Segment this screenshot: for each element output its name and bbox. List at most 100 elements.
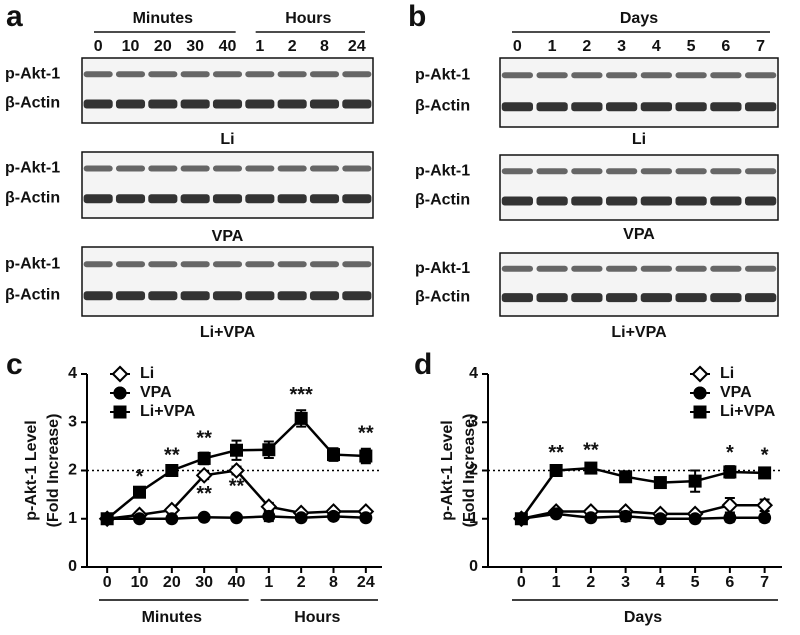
blot-band bbox=[245, 261, 275, 268]
lane-label: 3 bbox=[617, 38, 626, 55]
blot-band bbox=[710, 265, 742, 272]
marker bbox=[691, 365, 709, 383]
blot-band bbox=[277, 165, 307, 172]
marker bbox=[195, 466, 213, 484]
blot-band bbox=[83, 194, 113, 204]
blot-row-label: p-Akt-1 bbox=[5, 160, 60, 177]
blot-band bbox=[536, 168, 568, 175]
marker bbox=[262, 443, 276, 457]
x-tick-label: 1 bbox=[552, 574, 561, 591]
marker bbox=[262, 509, 276, 523]
blot-band bbox=[744, 265, 777, 272]
marker bbox=[113, 386, 127, 400]
blot-band bbox=[277, 71, 307, 78]
significance: ** bbox=[358, 423, 374, 445]
marker bbox=[197, 451, 211, 465]
lane-label: 2 bbox=[582, 38, 591, 55]
y-tick-label: 2 bbox=[68, 462, 77, 479]
marker bbox=[197, 510, 211, 524]
y-axis-label: p-Akt-1 Level bbox=[23, 420, 40, 520]
blot-band bbox=[309, 194, 340, 204]
group-label: Days bbox=[620, 10, 658, 27]
marker bbox=[688, 512, 702, 526]
blot-band bbox=[342, 291, 372, 301]
marker bbox=[693, 405, 707, 419]
blot-box bbox=[499, 57, 779, 128]
blot-band bbox=[605, 168, 638, 175]
legend-label: Li+VPA bbox=[720, 403, 776, 420]
group-label: Minutes bbox=[133, 10, 194, 27]
blot-band bbox=[148, 261, 178, 268]
marker bbox=[327, 448, 340, 462]
blot-box bbox=[499, 154, 779, 221]
marker bbox=[113, 405, 127, 419]
blot-band bbox=[536, 72, 568, 79]
blot-band bbox=[180, 291, 210, 301]
blot-band bbox=[640, 196, 673, 206]
blot-band bbox=[245, 291, 275, 301]
x-tick-label: 7 bbox=[760, 574, 769, 591]
blot-band bbox=[744, 168, 777, 175]
lane-label: 0 bbox=[513, 38, 522, 55]
marker bbox=[653, 476, 667, 490]
blot-band bbox=[83, 261, 113, 268]
blot-band bbox=[501, 265, 534, 272]
blot-band bbox=[115, 291, 146, 301]
lane-label: 24 bbox=[348, 38, 366, 55]
blot-band bbox=[180, 194, 210, 204]
blot-band bbox=[115, 99, 146, 109]
blot-box bbox=[81, 57, 374, 124]
blot-band bbox=[744, 102, 777, 112]
blot-band bbox=[605, 196, 638, 206]
lane-label: 5 bbox=[687, 38, 696, 55]
blot-band bbox=[83, 71, 113, 78]
panel-letter: b bbox=[408, 0, 426, 33]
blot-band bbox=[245, 71, 275, 78]
x-tick-label: 8 bbox=[329, 574, 338, 591]
blot-band bbox=[744, 72, 777, 79]
blot-band bbox=[710, 72, 742, 79]
lane-label: 1 bbox=[255, 38, 264, 55]
blot-band bbox=[342, 194, 372, 204]
blot-band bbox=[710, 168, 742, 175]
y-tick-label: 3 bbox=[469, 413, 478, 430]
x-group-label: Days bbox=[624, 609, 662, 626]
marker bbox=[133, 512, 146, 526]
blot-condition: Li+VPA bbox=[611, 324, 667, 341]
legend-label: Li bbox=[140, 365, 154, 382]
x-tick-label: 0 bbox=[103, 574, 112, 591]
blot-row-label: β-Actin bbox=[415, 192, 470, 209]
lane-label: 20 bbox=[154, 38, 172, 55]
blot-band bbox=[148, 71, 178, 78]
blot-band bbox=[309, 165, 340, 172]
blot-band bbox=[309, 291, 340, 301]
marker bbox=[549, 507, 563, 521]
significance: ** bbox=[196, 427, 212, 449]
blot-band bbox=[212, 99, 243, 109]
x-tick-label: 3 bbox=[621, 574, 630, 591]
x-tick-label: 20 bbox=[163, 574, 181, 591]
lane-label: 4 bbox=[652, 38, 661, 55]
y-tick-label: 3 bbox=[68, 413, 77, 430]
blot-band bbox=[180, 261, 210, 268]
x-group-label: Minutes bbox=[142, 609, 203, 626]
marker bbox=[549, 464, 563, 477]
blot-band bbox=[640, 265, 673, 272]
y-tick-label: 1 bbox=[469, 510, 478, 527]
blot-band bbox=[710, 102, 742, 112]
x-tick-label: 6 bbox=[725, 574, 734, 591]
blot-band bbox=[536, 196, 568, 206]
y-tick-label: 4 bbox=[68, 365, 77, 382]
marker bbox=[133, 485, 146, 499]
blot-band bbox=[675, 72, 707, 79]
blot-band bbox=[148, 194, 178, 204]
x-tick-label: 10 bbox=[131, 574, 149, 591]
blot-box bbox=[81, 151, 374, 219]
blot-band bbox=[277, 261, 307, 268]
blot-band bbox=[180, 71, 210, 78]
x-tick-label: 5 bbox=[691, 574, 700, 591]
blot-row-label: β-Actin bbox=[415, 288, 470, 305]
lane-label: 7 bbox=[756, 38, 765, 55]
blot-box bbox=[81, 246, 374, 317]
